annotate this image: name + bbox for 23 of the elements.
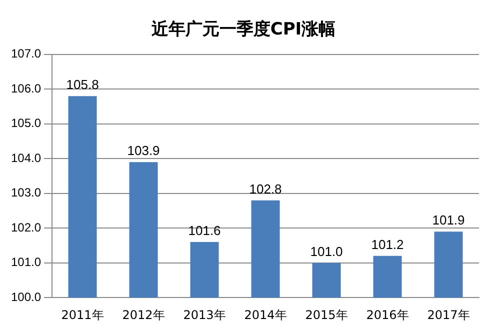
data-label: 101.2 xyxy=(371,236,404,252)
y-tick-label: 105.0 xyxy=(11,116,42,130)
y-tick-label: 100.0 xyxy=(11,290,42,304)
x-tick-label: 2014年 xyxy=(244,308,287,322)
data-label: 101.9 xyxy=(432,212,465,228)
data-label: 101.0 xyxy=(310,244,343,259)
x-tick-label: 2016年 xyxy=(366,308,409,322)
data-label: 105.8 xyxy=(66,77,99,92)
y-tick-label: 102.0 xyxy=(11,220,42,234)
y-tick-label: 103.0 xyxy=(11,186,42,200)
data-label: 101.6 xyxy=(188,223,221,238)
y-tick-label: 101.0 xyxy=(11,255,42,270)
data-label: 102.8 xyxy=(249,181,282,196)
y-tick-label: 106.0 xyxy=(11,81,42,96)
x-tick-label: 2011年 xyxy=(61,308,104,322)
y-tick-label: 104.0 xyxy=(11,150,42,165)
chart-title: 近年广元一季度CPI涨幅 xyxy=(150,20,336,40)
x-tick-label: 2017年 xyxy=(427,308,470,322)
x-tick-label: 2013年 xyxy=(183,308,226,322)
x-tick-label: 2015年 xyxy=(305,308,348,322)
x-tick-label: 2012年 xyxy=(122,308,165,322)
y-tick-label: 107.0 xyxy=(11,46,42,61)
data-label: 103.9 xyxy=(127,143,160,158)
